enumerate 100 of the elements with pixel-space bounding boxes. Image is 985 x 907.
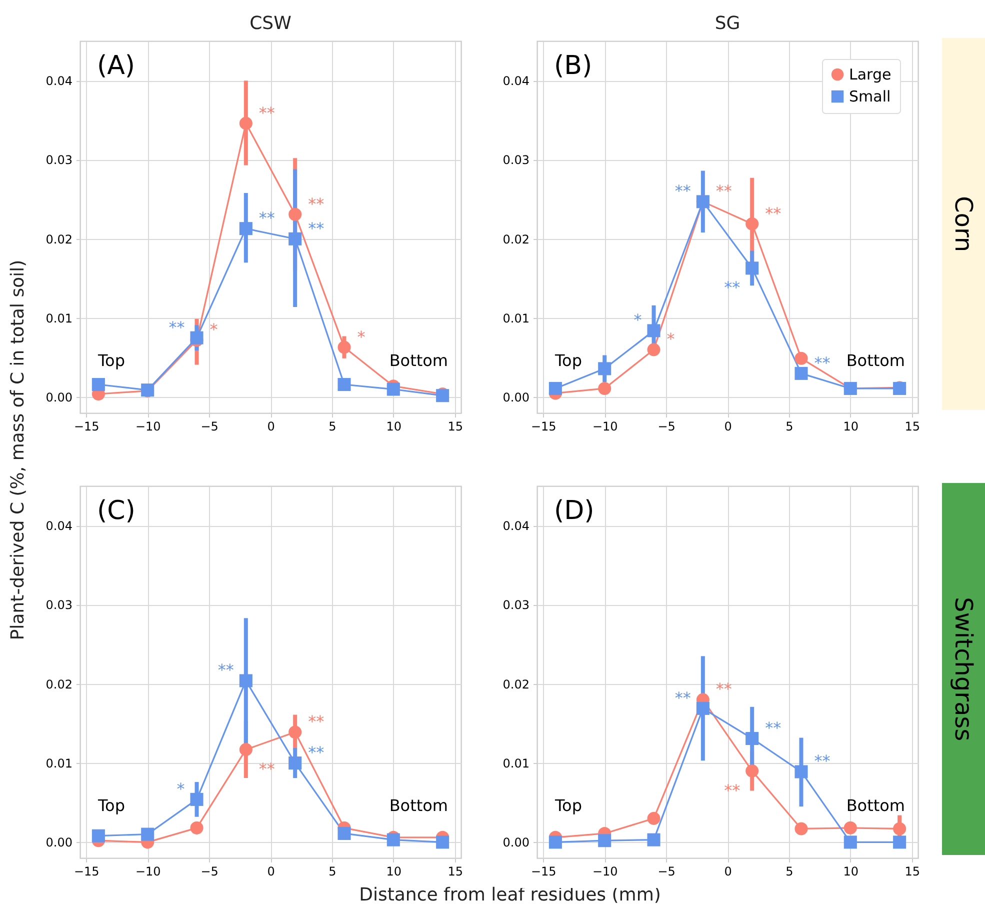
annotation: Top [554, 796, 582, 815]
point [92, 378, 105, 392]
annotation: Top [97, 351, 125, 370]
data-label: ** [765, 718, 782, 738]
point [893, 822, 906, 836]
annotation: (A) [97, 51, 136, 81]
point [746, 262, 759, 275]
point [92, 829, 105, 842]
data-label: ** [724, 780, 740, 800]
data-label: ** [258, 103, 275, 122]
y-tick-label: 0.04 [46, 519, 72, 534]
row-header-box: Switchgrass [942, 483, 985, 855]
point [288, 208, 302, 221]
data-label: ** [308, 194, 324, 214]
y-tick-label: 0.01 [502, 312, 530, 326]
point [288, 756, 302, 770]
y-tick-label: 0.03 [502, 153, 530, 168]
point [794, 822, 808, 836]
data-label: * [357, 327, 366, 346]
point [647, 324, 660, 338]
x-tick-label: 0 [724, 420, 732, 434]
annotation: Top [554, 351, 582, 370]
point [141, 828, 154, 841]
y-tick-label: 0.00 [502, 836, 530, 850]
annotation: (B) [554, 51, 592, 81]
point [548, 836, 562, 849]
x-tick-label: −15 [530, 420, 556, 434]
point [239, 674, 252, 688]
point [746, 217, 759, 230]
x-tick-label: −15 [530, 864, 556, 878]
y-tick-label: 0.00 [502, 390, 530, 405]
point [844, 836, 857, 849]
y-tick-label: 0.02 [502, 232, 530, 246]
point [647, 343, 660, 356]
x-tick-label: 15 [904, 420, 920, 434]
data-label: ** [814, 353, 830, 372]
point [746, 764, 759, 778]
chart-title: CSW [250, 13, 292, 34]
x-axis-title: Distance from leaf residues (mm) [359, 884, 661, 906]
point [598, 834, 612, 848]
data-label: ** [765, 204, 782, 223]
x-tick-label: 15 [904, 864, 920, 878]
x-tick-label: 0 [267, 420, 275, 434]
data-label: ** [258, 760, 275, 779]
x-tick-label: 0 [724, 864, 732, 878]
x-tick-label: 10 [843, 420, 859, 434]
x-tick-label: 5 [328, 420, 336, 434]
annotation: Bottom [846, 351, 905, 370]
x-tick-label: −5 [200, 420, 218, 434]
annotation: Bottom [389, 351, 448, 370]
row-header-box: Corn [942, 38, 985, 410]
y-tick-label: 0.04 [502, 74, 530, 88]
point [746, 732, 759, 746]
point [598, 382, 612, 395]
x-tick-label: −10 [135, 864, 161, 878]
y-tick-label: 0.02 [46, 232, 72, 246]
annotation: Bottom [846, 796, 905, 815]
point [893, 836, 906, 849]
annotation: (C) [97, 496, 136, 526]
point [190, 792, 204, 806]
point [239, 116, 252, 130]
point [288, 232, 302, 246]
data-label: ** [724, 278, 740, 298]
x-tick-label: −5 [658, 864, 676, 878]
point [386, 833, 400, 846]
data-label: ** [814, 752, 830, 771]
y-tick-label: 0.04 [46, 74, 72, 88]
annotation: (D) [554, 496, 594, 526]
y-axis-title: Plant-derived C (%, mass of C in total soil) [8, 260, 28, 640]
data-label: * [634, 310, 642, 330]
y-tick-label: 0.01 [502, 756, 530, 771]
point [598, 362, 612, 376]
data-label: ** [258, 208, 275, 228]
data-label: ** [168, 318, 185, 337]
x-tick-label: 10 [843, 864, 859, 878]
x-tick-label: −5 [200, 864, 218, 878]
y-tick-label: 0.02 [46, 677, 72, 692]
point [794, 366, 808, 380]
x-tick-label: −10 [592, 420, 618, 434]
point [794, 765, 808, 778]
data-label: ** [308, 218, 324, 238]
data-label: ** [218, 660, 234, 680]
data-label: ** [308, 712, 324, 732]
y-tick-label: 0.01 [46, 756, 72, 771]
point [239, 743, 252, 756]
point [239, 222, 252, 236]
data-label: * [666, 330, 675, 349]
data-label: ** [716, 182, 732, 201]
y-tick-label: 0.03 [46, 153, 72, 168]
chart-title: SG [714, 13, 740, 34]
x-tick-label: 5 [328, 864, 336, 878]
y-tick-label: 0.01 [46, 312, 72, 326]
x-tick-label: −10 [592, 864, 618, 878]
x-tick-label: −10 [135, 420, 161, 434]
data-label: ** [674, 182, 691, 201]
data-label: * [176, 779, 185, 798]
x-tick-label: 15 [448, 864, 463, 878]
y-tick-label: 0.00 [46, 836, 72, 850]
y-tick-label: 0.00 [46, 390, 72, 405]
point [338, 378, 351, 392]
